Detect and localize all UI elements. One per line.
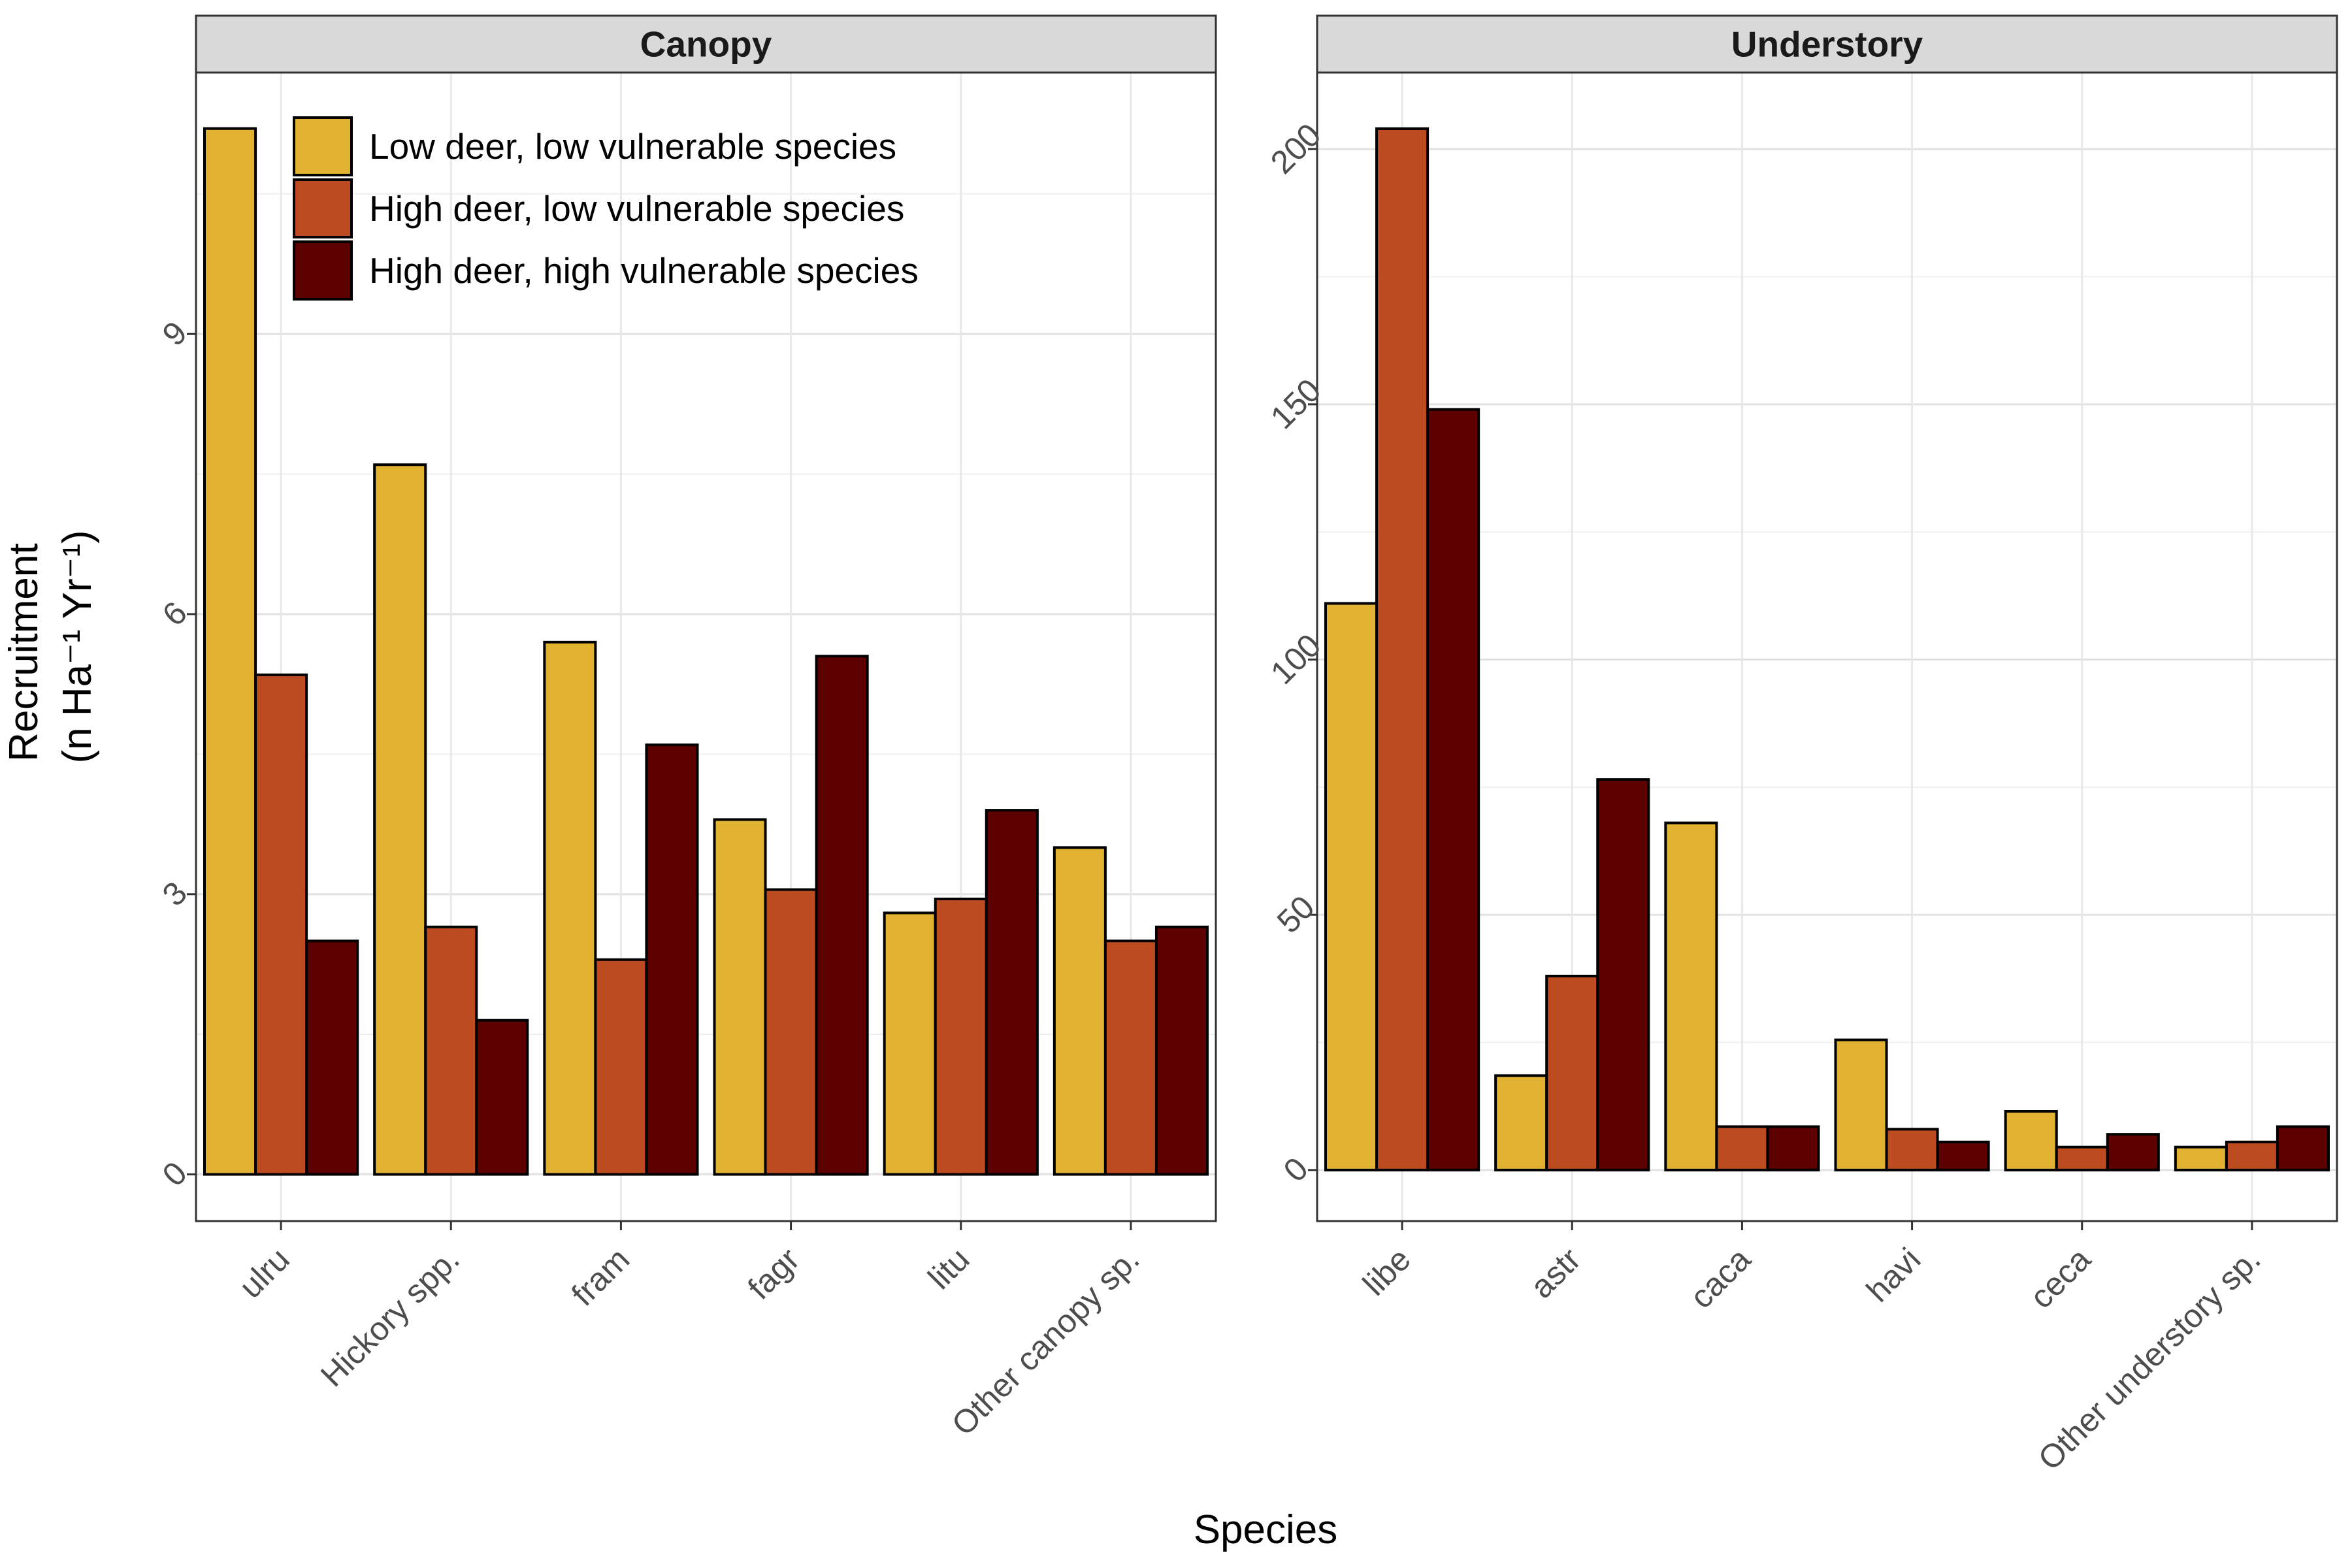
x-tick-label: caca (1683, 1241, 1757, 1315)
legend-key-2 (293, 178, 353, 238)
y-axis-title: Recruitment (n Ha⁻¹ Yr⁻¹) (1, 530, 100, 763)
legend-label-2: High deer, low vulnerable species (369, 188, 904, 229)
plot-background (1317, 73, 2337, 1221)
bar-astr-s3 (1596, 778, 1650, 1171)
bar-litu-s3 (985, 809, 1039, 1176)
legend-key-3 (293, 240, 353, 301)
x-tick-label: fram (564, 1241, 636, 1313)
x-tick-label: ceca (2023, 1241, 2097, 1315)
facet-strip (195, 14, 1217, 74)
bar-ceca-s3 (2106, 1133, 2160, 1171)
bar-other-understory-sp--s2 (2225, 1140, 2279, 1171)
legend: Low deer, low vulnerable species High dee… (293, 116, 919, 301)
bar-fagr-s1 (713, 818, 767, 1176)
x-tick-label: libe (1356, 1241, 1418, 1303)
bar-libe-s1 (1324, 602, 1379, 1171)
bar-other-canopy-sp--s3 (1154, 925, 1209, 1176)
bar-hickory-spp--s3 (475, 1019, 529, 1176)
legend-label-1: Low deer, low vulnerable species (369, 126, 896, 167)
bar-litu-s1 (883, 911, 937, 1176)
legend-label-3: High deer, high vulnerable species (369, 250, 919, 291)
bar-astr-s2 (1545, 974, 1599, 1171)
bar-hickory-spp--s1 (373, 463, 427, 1176)
y-axis-title-line2: (n Ha⁻¹ Yr⁻¹) (55, 530, 100, 763)
bar-ceca-s1 (2004, 1110, 2058, 1171)
facet-strip-title: Canopy (640, 24, 772, 65)
bar-litu-s2 (934, 897, 988, 1176)
bar-ulru-s2 (254, 673, 308, 1176)
bar-other-understory-sp--s1 (2174, 1145, 2228, 1171)
bar-fagr-s2 (764, 888, 818, 1176)
x-tick-label: litu (921, 1241, 977, 1296)
bar-astr-s1 (1494, 1074, 1548, 1171)
x-tick-label: Other canopy sp. (945, 1241, 1147, 1443)
bar-hickory-spp--s2 (424, 925, 478, 1176)
facet-strip-title: Understory (1731, 24, 1923, 65)
bar-other-canopy-sp--s1 (1053, 846, 1107, 1176)
bar-caca-s2 (1715, 1125, 1769, 1171)
x-tick-label: fagr (741, 1241, 807, 1307)
x-axis-title: Species (1194, 1507, 1338, 1552)
x-tick-label: Hickory spp. (314, 1241, 466, 1394)
x-tick-label: astr (1523, 1241, 1588, 1305)
plot-background (196, 73, 1216, 1221)
bar-havi-s1 (1834, 1038, 1888, 1171)
legend-key-1 (293, 116, 353, 176)
y-axis-title-line1: Recruitment (1, 544, 46, 762)
bar-fagr-s3 (815, 655, 869, 1176)
bar-fram-s2 (594, 958, 648, 1176)
y-tick-label: 50 (1270, 889, 1322, 940)
x-tick-label: ulru (232, 1241, 297, 1305)
bar-other-understory-sp--s3 (2276, 1125, 2330, 1171)
bar-libe-s2 (1375, 127, 1429, 1171)
bar-fram-s3 (645, 743, 699, 1176)
bar-ulru-s3 (305, 939, 359, 1176)
bar-ulru-s1 (203, 127, 257, 1176)
bar-havi-s2 (1885, 1128, 1939, 1171)
bar-caca-s3 (1766, 1125, 1820, 1171)
x-tick-label: havi (1859, 1241, 1927, 1309)
bar-fram-s1 (543, 640, 597, 1176)
bar-caca-s1 (1664, 821, 1718, 1171)
facet-strip (1316, 14, 2338, 74)
bar-ceca-s2 (2055, 1145, 2109, 1171)
bar-other-canopy-sp--s2 (1103, 939, 1158, 1176)
bar-havi-s3 (1936, 1140, 1990, 1171)
bar-libe-s3 (1426, 408, 1480, 1171)
